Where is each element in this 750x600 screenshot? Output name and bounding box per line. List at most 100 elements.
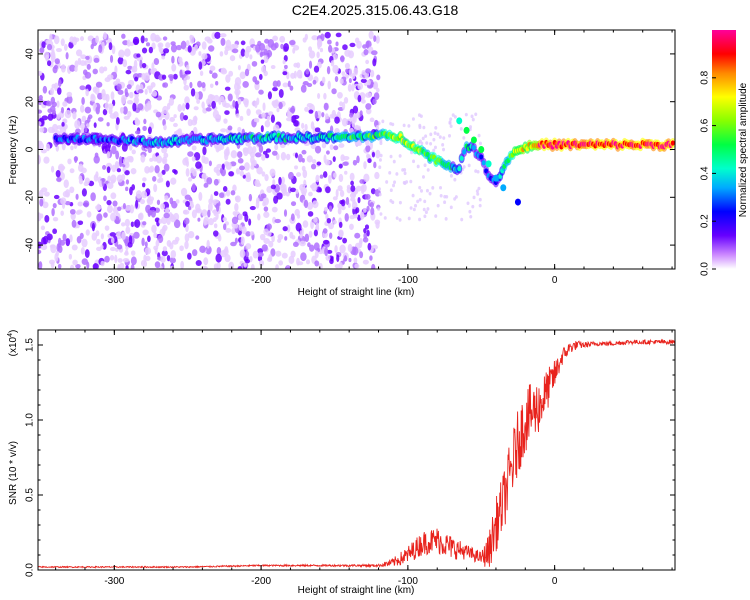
noise-blob — [191, 156, 196, 162]
noise-blob — [256, 166, 263, 175]
noise-blob — [272, 35, 279, 42]
noise-blob — [409, 179, 413, 184]
noise-blob — [131, 149, 136, 155]
noise-blob — [468, 209, 472, 214]
noise-blob — [335, 41, 339, 47]
noise-blob — [237, 64, 241, 71]
noise-blob — [375, 221, 380, 229]
noise-blob — [294, 165, 299, 170]
noise-blob — [60, 210, 64, 216]
noise-blob — [322, 171, 328, 178]
snr-x-label: Height of straight line (km) — [298, 585, 415, 596]
noise-blob — [301, 165, 306, 172]
noise-blob — [284, 236, 288, 241]
noise-blob — [153, 183, 158, 193]
noise-blob — [418, 185, 422, 190]
noise-blob — [240, 40, 246, 46]
noise-blob — [163, 163, 170, 172]
noise-blob — [87, 114, 93, 120]
noise-blob — [40, 244, 48, 251]
noise-blob — [71, 244, 78, 251]
noise-blob — [381, 119, 385, 124]
noise-blob — [53, 35, 60, 45]
noise-blob — [115, 150, 120, 160]
noise-blob — [344, 170, 348, 175]
noise-blob — [151, 62, 155, 71]
noise-blob — [337, 207, 342, 215]
noise-blob — [145, 42, 151, 47]
noise-blob — [130, 263, 135, 269]
noise-blob — [180, 187, 188, 197]
noise-blob — [77, 220, 84, 226]
noise-blob — [85, 229, 90, 236]
noise-blob — [48, 259, 56, 265]
noise-blob — [227, 93, 233, 102]
noise-blob — [275, 264, 279, 269]
noise-blob — [305, 68, 310, 75]
noise-blob — [421, 175, 425, 179]
noise-blob — [104, 144, 111, 154]
noise-blob — [366, 229, 370, 237]
noise-blob — [108, 103, 114, 110]
noise-blob — [449, 205, 453, 210]
noise-blob — [72, 111, 77, 120]
noise-blob — [328, 232, 333, 239]
noise-blob — [309, 244, 315, 252]
noise-blob — [312, 200, 319, 209]
noise-blob — [232, 100, 236, 108]
noise-blob — [272, 86, 278, 92]
noise-blob — [198, 61, 203, 70]
noise-blob — [124, 48, 131, 57]
noise-blob — [175, 199, 180, 204]
noise-blob — [278, 88, 284, 98]
noise-blob — [422, 207, 426, 212]
noise-blob — [169, 257, 177, 264]
noise-blob — [373, 92, 380, 101]
noise-blob — [308, 60, 313, 69]
noise-blob — [228, 261, 235, 269]
noise-blob — [419, 114, 423, 118]
noise-blob — [254, 182, 262, 187]
colorbar: 0.0 0.2 0.4 0.6 0.8 Normalized spectral ampl… — [700, 30, 749, 276]
noise-blob — [353, 67, 359, 76]
noise-blob — [287, 80, 291, 88]
noise-blob — [378, 165, 382, 170]
noise-blob — [49, 105, 56, 113]
noise-blob — [104, 101, 109, 111]
noise-blob — [350, 180, 354, 186]
noise-blob — [60, 197, 67, 205]
noise-blob — [325, 150, 330, 155]
noise-blob — [129, 91, 134, 99]
noise-blob — [84, 125, 88, 133]
noise-blob — [280, 151, 287, 161]
noise-blob — [418, 197, 422, 202]
noise-blob — [327, 80, 331, 90]
noise-blob — [265, 148, 271, 153]
noise-blob — [447, 133, 451, 138]
noise-blob — [161, 216, 168, 225]
noise-blob — [162, 105, 169, 115]
noise-blob — [425, 141, 429, 145]
noise-blob — [316, 51, 320, 59]
noise-blob — [47, 60, 52, 67]
noise-blob — [114, 254, 118, 264]
noise-blob — [259, 43, 266, 51]
noise-blob — [266, 223, 272, 230]
noise-blob — [448, 120, 452, 124]
noise-blob — [165, 180, 170, 188]
noise-blob — [466, 201, 470, 206]
noise-blob — [332, 156, 336, 162]
noise-blob — [441, 143, 445, 147]
noise-blob — [232, 43, 239, 49]
noise-blob — [140, 154, 146, 163]
noise-blob — [132, 102, 137, 112]
noise-blob — [290, 105, 295, 114]
noise-blob — [300, 84, 307, 93]
noise-blob — [249, 205, 256, 211]
noise-blob — [214, 31, 221, 39]
noise-blob — [142, 229, 149, 236]
noise-blob — [236, 151, 243, 158]
noise-blob — [321, 142, 327, 149]
noise-blob — [351, 73, 356, 80]
